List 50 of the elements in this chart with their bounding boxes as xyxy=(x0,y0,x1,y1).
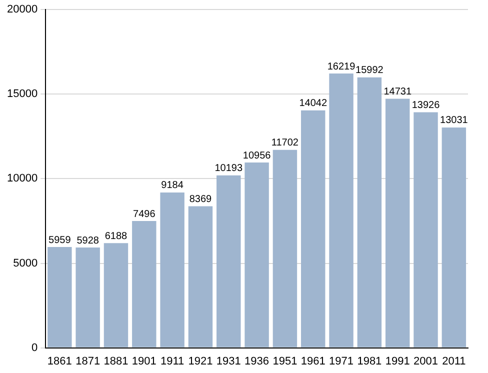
data-label: 9184 xyxy=(161,180,184,192)
y-tick-label: 20000 xyxy=(6,4,38,16)
bar xyxy=(104,243,128,348)
data-label: 5959 xyxy=(48,234,72,246)
bar xyxy=(301,110,326,348)
data-label: 10956 xyxy=(242,150,272,162)
data-label: 16219 xyxy=(327,61,356,72)
x-tick-label: 1861 xyxy=(47,355,72,368)
bar xyxy=(357,77,382,348)
y-tick-label: 10000 xyxy=(6,172,38,185)
x-tick-label: 1931 xyxy=(216,355,241,368)
bar xyxy=(76,248,100,348)
data-label: 13031 xyxy=(440,115,468,126)
data-label: 10193 xyxy=(214,163,243,174)
bar xyxy=(414,112,438,348)
data-label: 7496 xyxy=(133,208,156,220)
data-label: 6188 xyxy=(104,230,128,242)
x-tick-label: 1921 xyxy=(188,355,213,368)
data-label: 8369 xyxy=(189,194,212,206)
x-tick-label: 2001 xyxy=(414,355,438,368)
bar xyxy=(244,162,269,348)
x-tick-label: 1936 xyxy=(244,355,270,368)
bar xyxy=(216,175,241,348)
data-label: 14042 xyxy=(299,98,328,110)
x-tick-label: 2011 xyxy=(442,355,466,368)
x-tick-label: 1991 xyxy=(385,355,410,368)
bar xyxy=(48,247,72,348)
x-tick-label: 1961 xyxy=(300,355,326,368)
bar xyxy=(188,206,213,348)
bar xyxy=(160,192,184,348)
x-tick-label: 1971 xyxy=(329,355,354,368)
data-label: 11702 xyxy=(271,138,299,149)
x-tick-label: 1911 xyxy=(160,355,184,368)
x-tick-label: 1881 xyxy=(104,355,128,368)
x-tick-label: 1981 xyxy=(357,355,382,368)
bar xyxy=(329,74,354,348)
y-tick-label: 15000 xyxy=(6,88,38,100)
bar xyxy=(272,150,298,348)
x-tick-label: 1901 xyxy=(132,355,156,368)
x-tick-label: 1871 xyxy=(76,355,100,368)
bar xyxy=(385,98,410,348)
data-label: 13926 xyxy=(412,100,440,112)
data-label: 14731 xyxy=(384,86,412,98)
y-tick-label: 0 xyxy=(31,342,38,354)
data-label: 15992 xyxy=(356,65,384,76)
y-tick-label: 5000 xyxy=(13,257,38,270)
bar xyxy=(442,127,466,348)
bar xyxy=(132,221,156,348)
data-label: 5928 xyxy=(76,235,100,246)
x-tick-label: 1951 xyxy=(272,355,298,368)
